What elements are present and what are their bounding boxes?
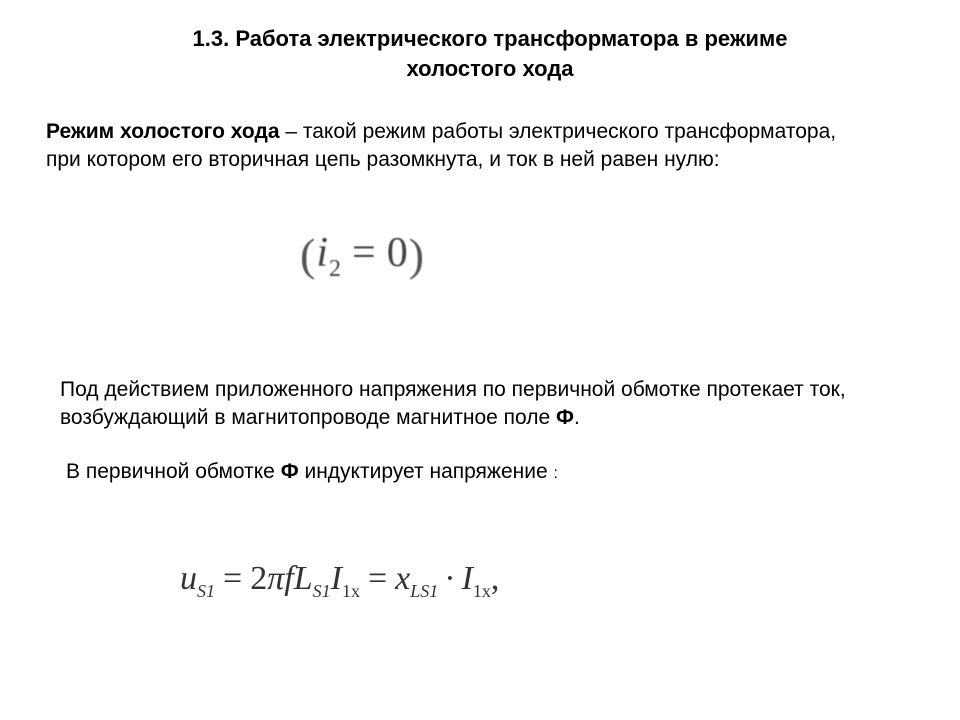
sub-xls1: LS1 — [410, 581, 438, 601]
var-L: L — [294, 560, 313, 597]
var-f: f — [284, 560, 293, 597]
sub-us1: S1 — [197, 581, 215, 601]
para3-text-b: индуктирует напряжение — [299, 460, 554, 483]
symbol-phi-2: Ф — [281, 460, 299, 483]
var-i: i — [316, 230, 329, 276]
document-page: 1.3. Работа электрического трансформатор… — [0, 0, 960, 720]
lparen: ( — [300, 229, 316, 280]
paragraph-flux: Под действием приложенного напряжения по… — [60, 376, 880, 433]
term-bold: Режим холостого хода — [46, 120, 280, 143]
rparen: ) — [409, 229, 425, 280]
sub-i1x: 1x — [342, 581, 360, 601]
cdot: · — [438, 560, 461, 597]
colon: : — [554, 465, 558, 482]
var-u: u — [180, 560, 197, 597]
paragraph-definition: Режим холостого хода – такой режим работ… — [46, 118, 876, 175]
zero: 0 — [387, 230, 409, 276]
var-I1: I — [331, 560, 342, 597]
num-2: 2 — [250, 560, 267, 597]
para3-text-a: В первичной обмотке — [66, 460, 281, 483]
equation-us1: uS1=2πfLS1I1x=xLS1·I1x, — [180, 560, 499, 602]
sub-ls1: S1 — [313, 581, 331, 601]
paragraph-induced-voltage: В первичной обмотке Ф индуктирует напряж… — [66, 458, 886, 486]
equation-i2-zero: (i2=0) — [300, 228, 425, 283]
sub-i1x-2: 1x — [473, 581, 491, 601]
trailing-comma: , — [491, 560, 500, 597]
equals-2: = — [360, 560, 395, 597]
var-x: x — [395, 560, 410, 597]
equals-sign: = — [342, 230, 387, 276]
sub-2: 2 — [329, 256, 342, 282]
var-I2: I — [462, 560, 473, 597]
symbol-phi-1: Ф — [556, 406, 574, 429]
sym-pi: π — [267, 560, 284, 597]
equals-1: = — [215, 560, 250, 597]
section-title: 1.3. Работа электрического трансформатор… — [170, 24, 810, 83]
para2-text-b: . — [574, 406, 580, 429]
para2-text-a: Под действием приложенного напряжения по… — [60, 378, 846, 429]
